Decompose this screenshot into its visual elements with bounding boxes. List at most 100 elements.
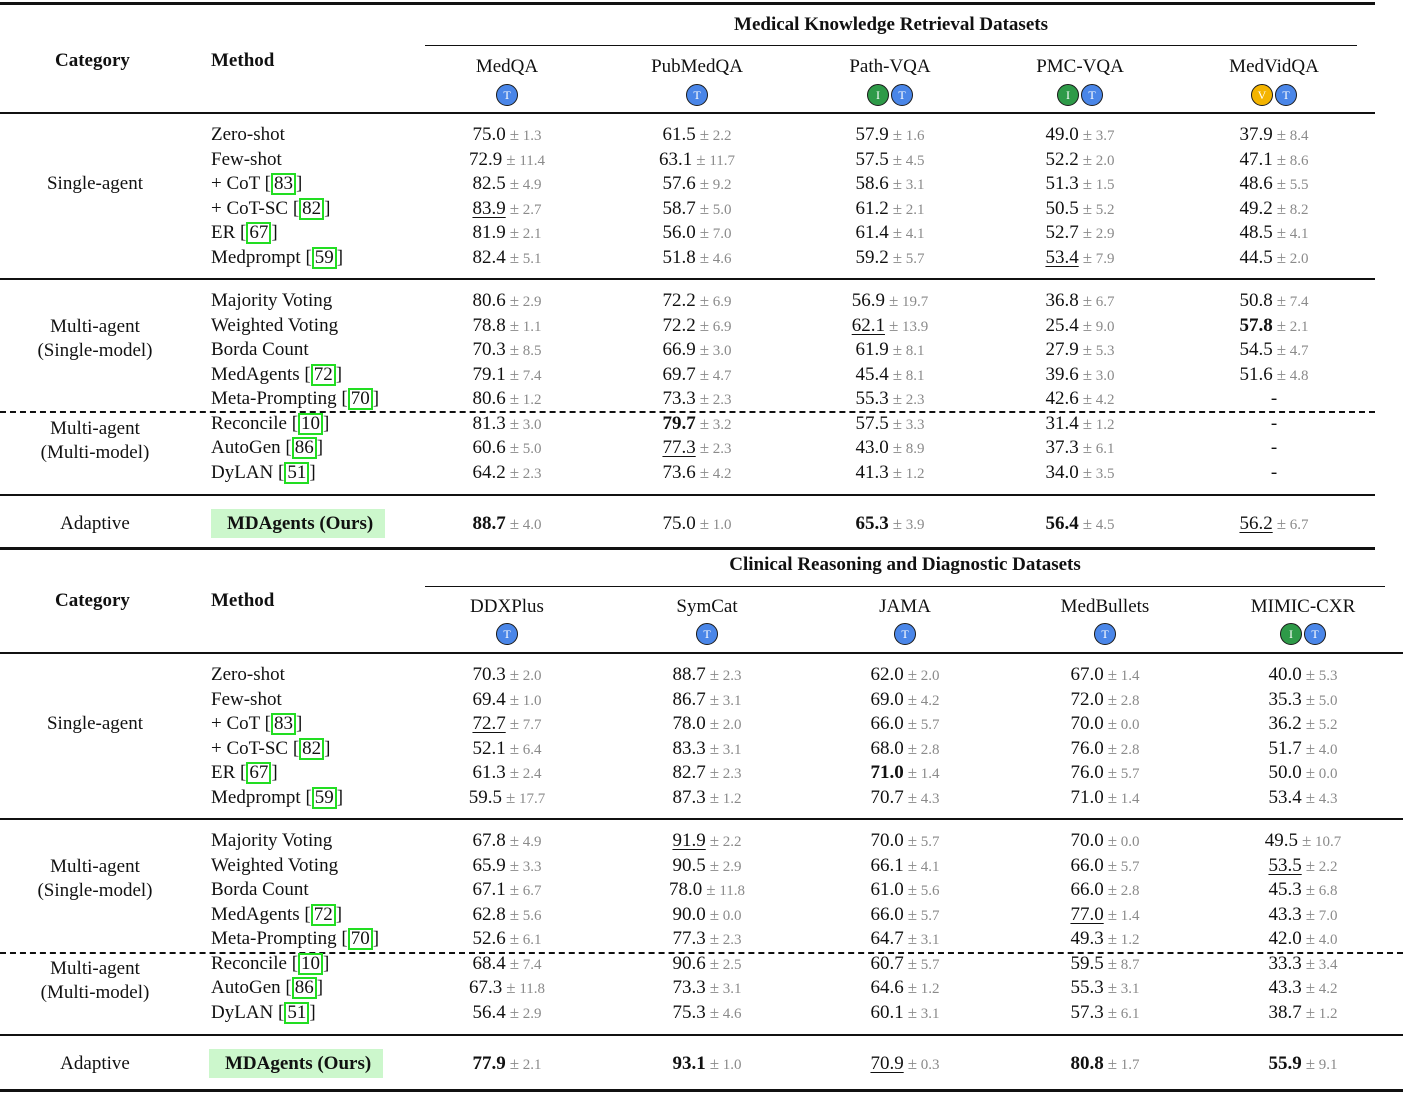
citation-link[interactable]: 72 (310, 363, 336, 386)
mean-value: - (1270, 388, 1278, 409)
citation-link[interactable]: 10 (298, 952, 324, 975)
mean-value: 87.3 (672, 786, 706, 808)
score-cell: 70.0 ± 5.7 (815, 829, 995, 855)
mean-value: 72.9 (468, 148, 503, 170)
mean-value: 53.4 (1045, 246, 1079, 268)
citation-link[interactable]: 70 (347, 388, 373, 410)
method-name: Weighted Voting (211, 314, 339, 336)
citation-link[interactable]: 70 (347, 928, 373, 950)
mean-value: 50.8 (1239, 290, 1273, 311)
std-dev: ± 2.0 (509, 665, 542, 684)
score-cell: 75.3 ± 4.6 (617, 1001, 797, 1027)
citation-link[interactable]: 59 (311, 786, 337, 809)
score-cell: 41.3 ± 1.2 (800, 461, 980, 487)
std-dev: ± 4.2 (1305, 978, 1338, 997)
score-cell: 67.0 ± 1.4 (1015, 663, 1195, 689)
citation-link[interactable]: 82 (299, 197, 325, 220)
mean-value: 69.7 (662, 363, 696, 385)
text-modality-icon: T (496, 623, 518, 645)
std-value: 17.7 (519, 790, 546, 807)
mean-value: 65.9 (472, 854, 506, 876)
std-value: 2.8 (1120, 883, 1140, 899)
dashed-separator (0, 952, 1403, 954)
std-dev: ± 3.1 (1107, 978, 1140, 997)
std-value: 4.6 (712, 250, 732, 267)
citation-link[interactable]: 83 (270, 713, 296, 735)
citation-link[interactable]: 67 (246, 222, 272, 244)
std-dev: ± 11.4 (506, 149, 546, 169)
std-value: 7.0 (1318, 907, 1338, 924)
std-dev: ± 3.0 (1082, 364, 1115, 384)
citation-link[interactable]: 10 (298, 412, 324, 435)
category-line: Multi-agent (50, 418, 140, 440)
mean-value: 37.9 (1239, 124, 1273, 145)
citation-link[interactable]: 72 (310, 903, 336, 926)
method-row-label: Weighted Voting (211, 314, 338, 339)
score-cell: 70.3 ± 8.5 (417, 338, 597, 364)
score-cell: 67.3 ± 11.8 (417, 976, 597, 1002)
score-cell: 49.2 ± 8.2 (1184, 197, 1364, 223)
method-row-label: ER [67] (211, 762, 278, 784)
std-value: 2.3 (722, 766, 742, 782)
std-value: 4.9 (522, 834, 542, 850)
score-cell: 57.3 ± 6.1 (1015, 1001, 1195, 1027)
score-cell: 33.3 ± 3.4 (1213, 952, 1393, 978)
score-cell: 51.3 ± 1.5 (990, 172, 1170, 198)
method-row-label: Meta-Prompting [70] (211, 388, 380, 410)
std-dev: ± 1.6 (892, 125, 925, 144)
std-dev: ± 5.0 (699, 198, 732, 218)
std-value: 2.1 (522, 226, 542, 242)
citation-link[interactable]: 86 (291, 437, 317, 459)
score-cell: 88.7 ± 2.3 (617, 663, 797, 689)
mean-value: 66.1 (870, 854, 904, 876)
citation-link[interactable]: 51 (284, 461, 310, 484)
mean-value: 52.2 (1045, 148, 1079, 170)
std-dev: ± 7.4 (1276, 291, 1309, 310)
category-line: (Multi-model) (40, 442, 150, 464)
citation-link[interactable]: 59 (311, 246, 337, 269)
std-value: 4.2 (1095, 392, 1115, 408)
score-cell: 56.0 ± 7.0 (607, 221, 787, 247)
citation-link[interactable]: 83 (270, 173, 296, 195)
std-value: 4.3 (920, 790, 940, 807)
citation-link[interactable]: 86 (291, 977, 317, 999)
citation-link[interactable]: 82 (299, 737, 325, 760)
method-name: Borda Count (211, 339, 309, 360)
method-name: + CoT-SC (211, 197, 289, 219)
std-dev: ± 4.7 (1276, 340, 1309, 359)
image-modality-icon: I (1057, 84, 1079, 106)
std-value: 2.3 (722, 932, 742, 948)
method-row-label: + CoT [83] (211, 713, 303, 735)
mean-value: 58.6 (855, 173, 889, 194)
std-value: 3.1 (722, 741, 742, 758)
std-value: 2.8 (1120, 692, 1140, 709)
std-value: 3.1 (920, 932, 940, 948)
category-line: Multi-agent (50, 856, 140, 878)
category-line: (Multi-model) (40, 982, 150, 1004)
std-dev: ± 7.4 (509, 953, 542, 973)
score-cell: 62.8 ± 5.6 (417, 903, 597, 929)
std-dev: ± 2.3 (892, 389, 925, 408)
citation-link[interactable]: 67 (246, 762, 272, 784)
method-row-label: Few-shot (211, 688, 282, 713)
std-dev: ± 3.0 (509, 413, 542, 433)
std-dev: ± 8.2 (1276, 198, 1309, 218)
std-dev: ± 9.0 (1082, 315, 1115, 335)
mean-value: 61.0 (870, 879, 904, 900)
std-value: 4.7 (1289, 343, 1309, 359)
score-cell: 59.5 ± 8.7 (1015, 952, 1195, 978)
std-value: 2.2 (722, 834, 742, 850)
mean-value: 60.7 (870, 952, 904, 974)
mean-value: 77.0 (1070, 903, 1104, 925)
mean-value: 78.0 (672, 713, 706, 734)
mean-value: 49.2 (1239, 197, 1273, 219)
std-value: 5.7 (1120, 766, 1140, 782)
section-rule (0, 278, 1375, 280)
citation-link[interactable]: 51 (284, 1001, 310, 1024)
std-value: 9.0 (1095, 318, 1115, 335)
std-value: 6.9 (712, 294, 732, 310)
std-dev: ± 1.2 (1305, 1002, 1338, 1022)
score-cell: 58.7 ± 5.0 (607, 197, 787, 223)
std-dev: ± 1.0 (699, 514, 732, 533)
